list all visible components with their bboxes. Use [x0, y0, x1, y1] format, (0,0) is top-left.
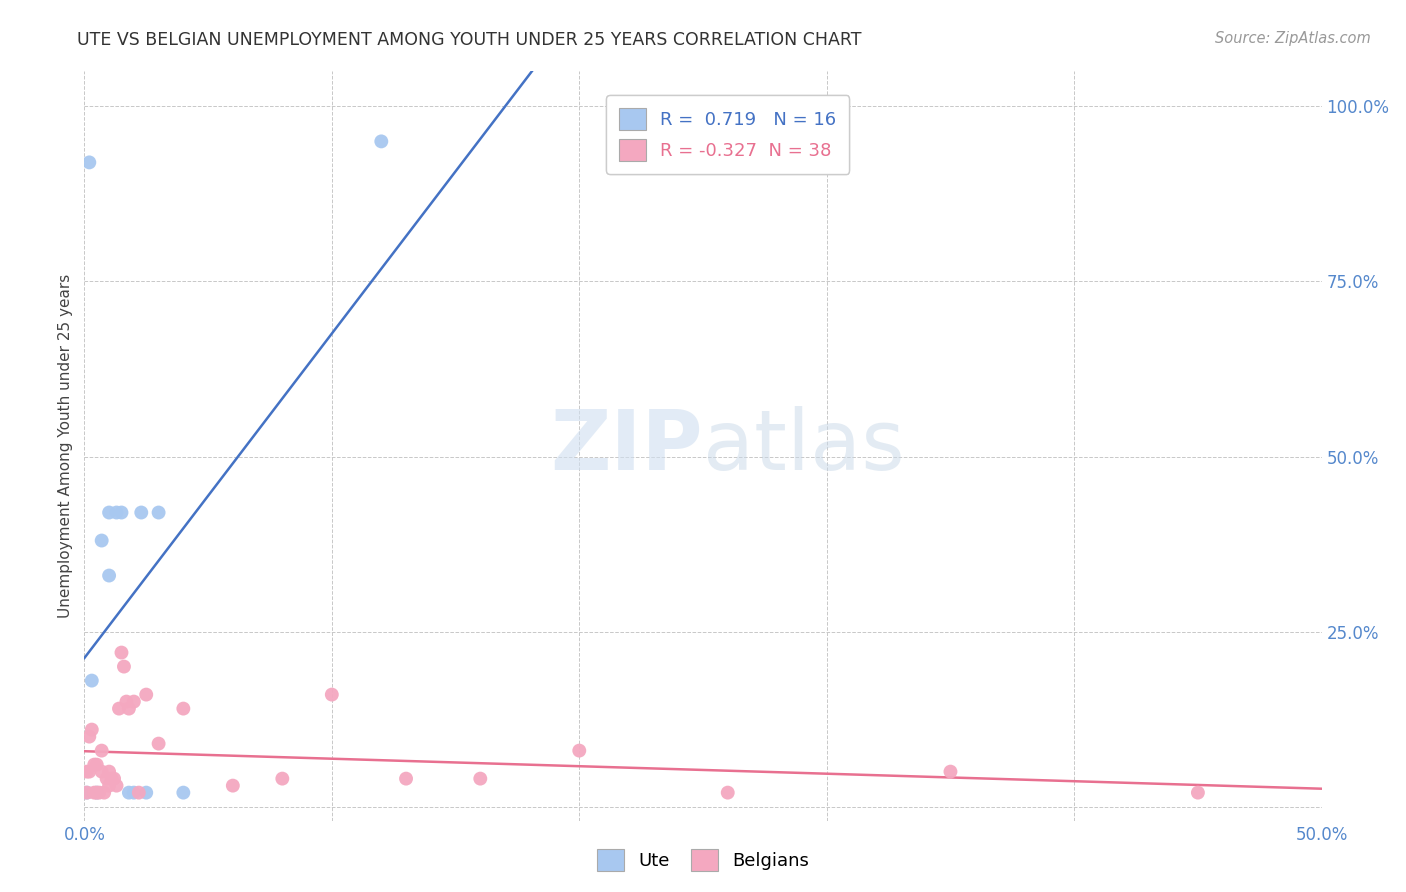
Point [110, 646, 132, 660]
Point [172, 786, 194, 800]
Point [90, 764, 112, 779]
Point [79, 730, 101, 744]
Point [90, 533, 112, 548]
Point [89, 786, 111, 800]
Point [76, 764, 98, 779]
Point [76, 786, 98, 800]
Point [86, 786, 108, 800]
Point [100, 772, 122, 786]
Point [129, 506, 152, 520]
Text: ZIP: ZIP [551, 406, 703, 486]
Point [79, 155, 101, 169]
Point [83, 757, 105, 772]
Point [939, 764, 962, 779]
Point [93, 786, 115, 800]
Point [108, 701, 131, 715]
Point [79, 764, 101, 779]
Text: UTE VS BELGIAN UNEMPLOYMENT AMONG YOUTH UNDER 25 YEARS CORRELATION CHART: UTE VS BELGIAN UNEMPLOYMENT AMONG YOUTH … [77, 31, 862, 49]
Point [122, 695, 145, 709]
Point [717, 786, 740, 800]
Point [470, 772, 492, 786]
Point [103, 772, 125, 786]
Point [135, 688, 157, 702]
Point [568, 743, 591, 757]
Point [370, 135, 392, 149]
Point [115, 695, 138, 709]
Point [395, 772, 418, 786]
Point [148, 506, 170, 520]
Point [80, 723, 103, 737]
Legend: Ute, Belgians: Ute, Belgians [589, 842, 817, 879]
Point [222, 779, 245, 793]
Point [112, 659, 135, 673]
Point [98, 568, 121, 582]
Point [98, 506, 121, 520]
Point [321, 688, 343, 702]
Point [83, 786, 105, 800]
Point [96, 772, 118, 786]
Point [86, 757, 108, 772]
Point [122, 786, 145, 800]
Text: atlas: atlas [703, 406, 904, 486]
Point [271, 772, 294, 786]
Point [98, 779, 121, 793]
Point [118, 786, 141, 800]
Point [1187, 786, 1209, 800]
Point [98, 764, 121, 779]
Point [128, 786, 150, 800]
Point [110, 506, 132, 520]
Text: Source: ZipAtlas.com: Source: ZipAtlas.com [1215, 31, 1371, 46]
Point [86, 786, 108, 800]
Point [118, 701, 141, 715]
Point [80, 673, 103, 688]
Point [90, 743, 112, 757]
Point [172, 701, 194, 715]
Point [76, 786, 98, 800]
Point [105, 506, 128, 520]
Point [135, 786, 157, 800]
Point [148, 737, 170, 751]
Y-axis label: Unemployment Among Youth under 25 years: Unemployment Among Youth under 25 years [58, 274, 73, 618]
Point [105, 779, 128, 793]
Legend: R =  0.719   N = 16, R = -0.327  N = 38: R = 0.719 N = 16, R = -0.327 N = 38 [606, 95, 849, 174]
